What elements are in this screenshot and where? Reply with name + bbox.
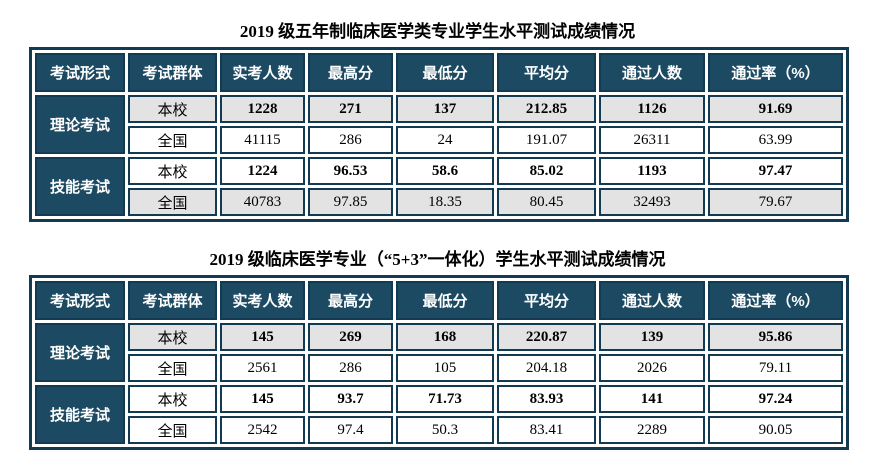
value-cell: 41115 [220, 126, 305, 154]
value-cell: 212.85 [497, 95, 596, 123]
value-cell: 18.35 [396, 188, 494, 216]
value-cell: 40783 [220, 188, 305, 216]
table-row: 理论考试 本校 145 269 168 220.87 139 95.86 [35, 323, 843, 382]
value-cell: 141 [599, 385, 705, 413]
col-header-exam-form: 考试形式 [35, 53, 125, 92]
table-2-title: 2019 级临床医学专业（“5+3”一体化）学生水平测试成绩情况 [209, 250, 666, 269]
col-header-max-score: 最高分 [308, 53, 393, 92]
table-row: 全国 41115 286 24 191.07 26311 63.99 [35, 126, 843, 154]
score-table-2: 考试形式 考试群体 实考人数 最高分 最低分 平均分 通过人数 通过率（%） 理… [29, 275, 849, 450]
value-cell: 220.87 [497, 323, 596, 351]
col-header-pass-rate: 通过率（%） [708, 281, 843, 320]
exam-form-cell: 技能考试 [35, 385, 125, 444]
col-header-examinees: 实考人数 [220, 281, 305, 320]
value-cell: 204.18 [497, 354, 596, 382]
value-cell: 90.05 [708, 416, 843, 444]
value-cell: 168 [396, 323, 494, 351]
value-cell: 97.85 [308, 188, 393, 216]
value-cell: 2289 [599, 416, 705, 444]
score-table-1: 考试形式 考试群体 实考人数 最高分 最低分 平均分 通过人数 通过率（%） 理… [29, 47, 849, 222]
col-header-pass-count: 通过人数 [599, 281, 705, 320]
value-cell: 2542 [220, 416, 305, 444]
col-header-max-score: 最高分 [308, 281, 393, 320]
value-cell: 97.4 [308, 416, 393, 444]
table-row: 理论考试 本校 1228 271 137 212.85 1126 91.69 [35, 95, 843, 154]
table-2-header-row: 考试形式 考试群体 实考人数 最高分 最低分 平均分 通过人数 通过率（%） [35, 281, 843, 320]
value-cell: 1193 [599, 157, 705, 185]
value-cell: 85.02 [497, 157, 596, 185]
value-cell: 269 [308, 323, 393, 351]
col-header-avg-score: 平均分 [497, 53, 596, 92]
table-1-header-row: 考试形式 考试群体 实考人数 最高分 最低分 平均分 通过人数 通过率（%） [35, 53, 843, 92]
col-header-examinees: 实考人数 [220, 53, 305, 92]
value-cell: 286 [308, 354, 393, 382]
col-header-pass-count: 通过人数 [599, 53, 705, 92]
value-cell: 1228 [220, 95, 305, 123]
value-cell: 145 [220, 323, 305, 351]
exam-form-cell: 理论考试 [35, 323, 125, 382]
col-header-cohort: 考试群体 [128, 53, 217, 92]
cohort-cell: 本校 [128, 95, 217, 123]
value-cell: 26311 [599, 126, 705, 154]
value-cell: 139 [599, 323, 705, 351]
value-cell: 95.86 [708, 323, 843, 351]
cohort-cell: 全国 [128, 188, 217, 216]
table-1-title: 2019 级五年制临床医学类专业学生水平测试成绩情况 [239, 22, 636, 41]
value-cell: 105 [396, 354, 494, 382]
table-row: 全国 40783 97.85 18.35 80.45 32493 79.67 [35, 188, 843, 216]
value-cell: 97.47 [708, 157, 843, 185]
value-cell: 24 [396, 126, 494, 154]
value-cell: 83.93 [497, 385, 596, 413]
exam-form-cell: 理论考试 [35, 95, 125, 154]
table-row: 全国 2542 97.4 50.3 83.41 2289 90.05 [35, 416, 843, 444]
cohort-cell: 全国 [128, 354, 217, 382]
col-header-avg-score: 平均分 [497, 281, 596, 320]
value-cell: 2026 [599, 354, 705, 382]
cohort-cell: 全国 [128, 126, 217, 154]
table-row: 技能考试 本校 1224 96.53 58.6 85.02 1193 97.47 [35, 157, 843, 216]
value-cell: 97.24 [708, 385, 843, 413]
cohort-cell: 本校 [128, 385, 217, 413]
value-cell: 2561 [220, 354, 305, 382]
table-row: 全国 2561 286 105 204.18 2026 79.11 [35, 354, 843, 382]
cohort-cell: 全国 [128, 416, 217, 444]
col-header-min-score: 最低分 [396, 281, 494, 320]
value-cell: 1224 [220, 157, 305, 185]
value-cell: 93.7 [308, 385, 393, 413]
value-cell: 96.53 [308, 157, 393, 185]
cohort-cell: 本校 [128, 323, 217, 351]
value-cell: 1126 [599, 95, 705, 123]
value-cell: 145 [220, 385, 305, 413]
value-cell: 58.6 [396, 157, 494, 185]
table-row: 技能考试 本校 145 93.7 71.73 83.93 141 97.24 [35, 385, 843, 444]
value-cell: 83.41 [497, 416, 596, 444]
value-cell: 63.99 [708, 126, 843, 154]
value-cell: 271 [308, 95, 393, 123]
value-cell: 191.07 [497, 126, 596, 154]
col-header-cohort: 考试群体 [128, 281, 217, 320]
col-header-pass-rate: 通过率（%） [708, 53, 843, 92]
exam-form-cell: 技能考试 [35, 157, 125, 216]
col-header-exam-form: 考试形式 [35, 281, 125, 320]
value-cell: 91.69 [708, 95, 843, 123]
value-cell: 32493 [599, 188, 705, 216]
value-cell: 79.67 [708, 188, 843, 216]
cohort-cell: 本校 [128, 157, 217, 185]
value-cell: 71.73 [396, 385, 494, 413]
value-cell: 50.3 [396, 416, 494, 444]
value-cell: 286 [308, 126, 393, 154]
col-header-min-score: 最低分 [396, 53, 494, 92]
value-cell: 137 [396, 95, 494, 123]
value-cell: 80.45 [497, 188, 596, 216]
value-cell: 79.11 [708, 354, 843, 382]
